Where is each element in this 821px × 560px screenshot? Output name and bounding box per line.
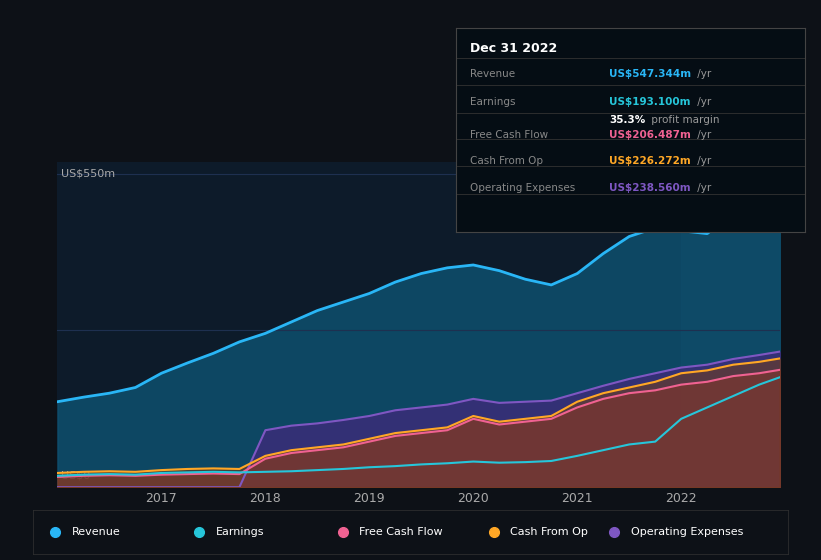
Text: US$238.560m: US$238.560m — [609, 183, 690, 193]
Text: US$547.344m: US$547.344m — [609, 69, 691, 79]
Text: Revenue: Revenue — [470, 69, 515, 79]
Text: US$550m: US$550m — [61, 169, 115, 179]
Text: /yr: /yr — [694, 156, 711, 166]
Text: Earnings: Earnings — [216, 527, 264, 537]
Text: Cash From Op: Cash From Op — [470, 156, 543, 166]
Text: US$0: US$0 — [61, 471, 90, 480]
Bar — [681, 162, 780, 487]
Text: Free Cash Flow: Free Cash Flow — [359, 527, 443, 537]
Text: /yr: /yr — [694, 130, 711, 140]
Text: Free Cash Flow: Free Cash Flow — [470, 130, 548, 140]
Text: Revenue: Revenue — [72, 527, 121, 537]
Text: Dec 31 2022: Dec 31 2022 — [470, 43, 557, 55]
Text: US$206.487m: US$206.487m — [609, 130, 691, 140]
Text: 35.3%: 35.3% — [609, 115, 645, 125]
Text: Operating Expenses: Operating Expenses — [631, 527, 744, 537]
Text: /yr: /yr — [694, 97, 711, 108]
Text: Operating Expenses: Operating Expenses — [470, 183, 575, 193]
Text: Earnings: Earnings — [470, 97, 515, 108]
Text: /yr: /yr — [694, 69, 711, 79]
Text: profit margin: profit margin — [648, 115, 719, 125]
Text: US$226.272m: US$226.272m — [609, 156, 691, 166]
Text: US$193.100m: US$193.100m — [609, 97, 690, 108]
Text: Cash From Op: Cash From Op — [510, 527, 588, 537]
Text: /yr: /yr — [694, 183, 711, 193]
